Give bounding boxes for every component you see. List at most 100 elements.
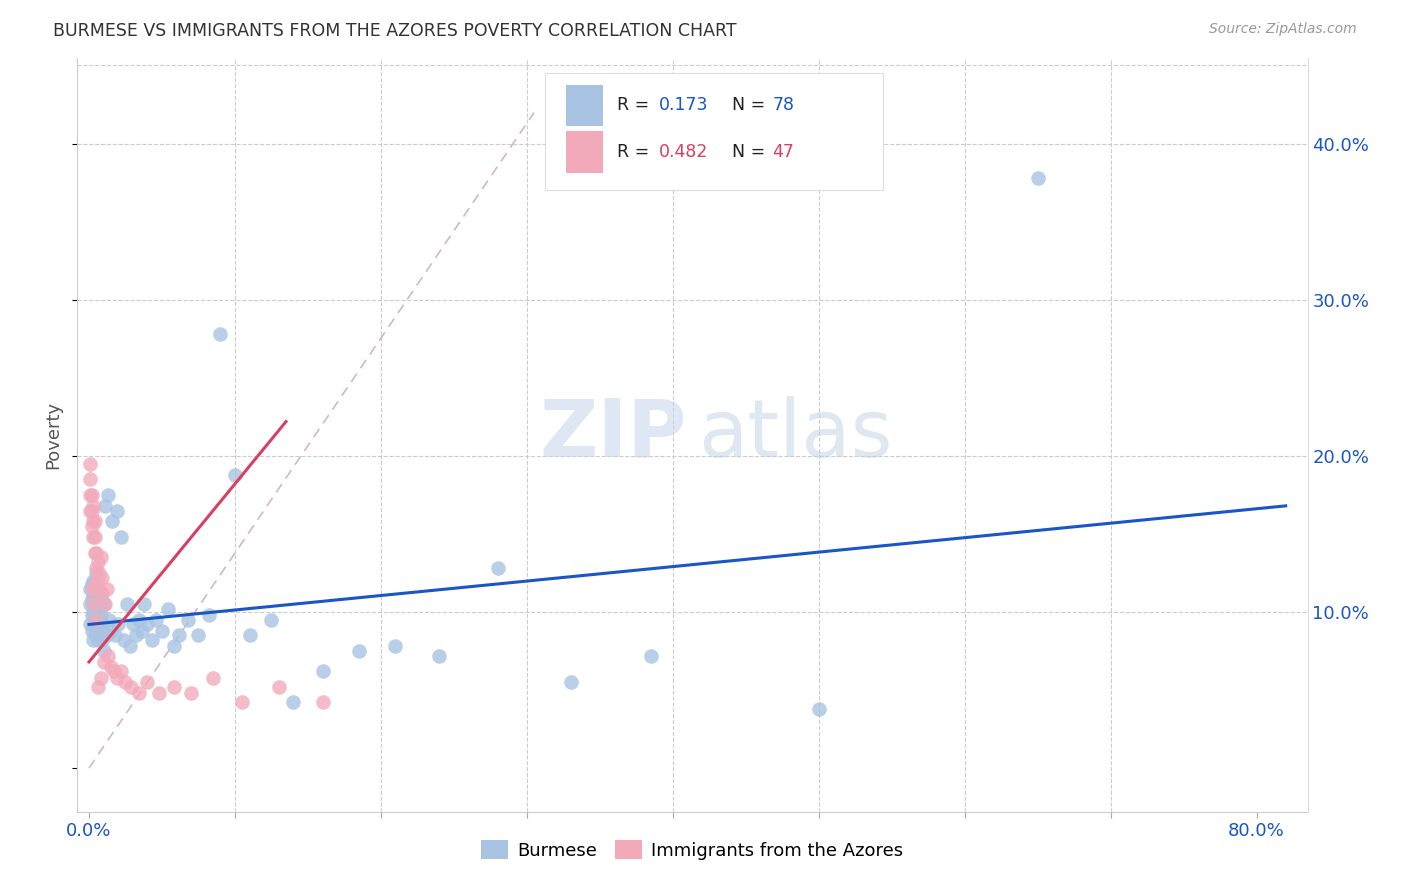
Point [163,680,186,694]
Text: Source: ZipAtlas.com: Source: ZipAtlas.com [1209,22,1357,37]
Text: N =: N = [733,96,770,114]
Point [84,566,107,580]
Point [82,605,104,619]
Point [427,648,450,663]
Point [105,671,128,685]
Text: R =: R = [617,96,655,114]
Point [97,488,120,502]
Point [82,574,104,588]
Point [347,644,370,658]
Point [82,499,104,513]
FancyBboxPatch shape [565,131,603,173]
Point [238,628,260,642]
Point [110,530,132,544]
Point [90,592,112,607]
Point [103,665,125,679]
Point [105,503,128,517]
Point [560,675,582,690]
Point [83,546,105,560]
Point [80,624,103,638]
Point [87,605,110,619]
Point [94,499,117,513]
Point [1026,171,1049,186]
Point [90,624,112,638]
Point [83,515,105,529]
Point [163,640,186,654]
Point [384,640,406,654]
Point [83,577,105,591]
Point [79,457,101,471]
Point [121,617,143,632]
Point [79,488,101,502]
Point [131,624,153,638]
Point [91,633,114,648]
Point [79,503,101,517]
Point [87,590,110,604]
Point [156,602,179,616]
FancyBboxPatch shape [565,85,603,126]
Point [209,327,232,342]
Point [110,665,132,679]
Point [79,472,101,486]
Point [84,561,107,575]
Point [134,597,156,611]
Point [807,702,830,716]
Point [83,628,105,642]
Point [84,597,107,611]
Point [91,586,114,600]
Point [83,613,105,627]
Point [80,592,103,607]
Text: N =: N = [733,144,770,161]
Point [80,577,103,591]
Point [91,571,114,585]
Point [104,628,127,642]
Point [93,597,115,611]
Text: 0.482: 0.482 [659,144,709,161]
Point [79,617,101,632]
Point [640,648,662,663]
Point [136,617,159,632]
Point [93,655,115,669]
Point [89,582,111,596]
Point [87,633,110,648]
Point [125,628,148,642]
Point [84,624,107,638]
Point [197,608,219,623]
Text: 78: 78 [772,96,794,114]
Point [260,613,283,627]
Text: atlas: atlas [699,396,893,474]
Point [96,582,118,596]
Point [82,617,104,632]
Point [83,530,105,544]
Point [80,519,103,533]
Point [98,613,121,627]
Point [89,566,111,580]
Point [87,571,110,585]
Point [150,624,173,638]
Point [82,530,104,544]
Point [107,617,129,632]
Point [112,633,135,648]
Text: R =: R = [617,144,655,161]
Point [84,546,107,560]
Point [80,503,103,517]
Point [79,597,101,611]
Point [187,628,209,642]
Point [80,488,103,502]
Point [83,615,105,630]
Point [79,582,101,596]
Point [84,613,107,627]
Point [101,515,124,529]
Point [90,608,112,623]
Text: 0.173: 0.173 [659,96,709,114]
FancyBboxPatch shape [546,73,883,190]
Point [180,686,202,700]
Point [84,613,107,627]
Point [118,640,141,654]
Point [224,467,246,482]
Point [97,648,120,663]
Point [82,515,104,529]
Point [267,680,290,694]
Point [89,615,111,630]
Point [145,613,167,627]
